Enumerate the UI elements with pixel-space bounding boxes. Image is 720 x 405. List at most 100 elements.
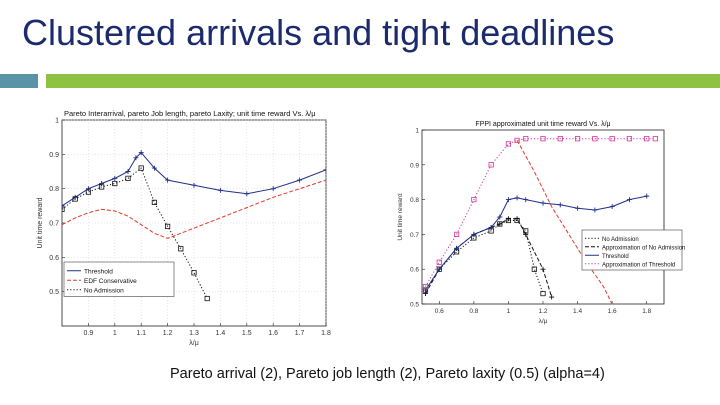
data-point xyxy=(125,169,131,174)
data-point xyxy=(505,141,512,147)
legend-label: Approximation of Threshold xyxy=(602,262,675,268)
data-point xyxy=(514,195,520,201)
data-point xyxy=(540,266,546,272)
data-point xyxy=(644,136,650,142)
series-group xyxy=(62,150,326,302)
x-tick-label: 0.8 xyxy=(469,308,478,315)
data-point xyxy=(436,266,442,272)
x-tick-label: 1 xyxy=(507,308,511,315)
y-tick-label: 0.6 xyxy=(410,267,419,274)
data-point xyxy=(497,214,503,220)
y-tick-label: 0.7 xyxy=(410,232,419,239)
x-tick-label: 1 xyxy=(113,330,117,337)
series-line xyxy=(425,195,647,291)
legend-label: Threshold xyxy=(84,268,113,275)
y-axis-label: Unit time reward xyxy=(37,197,44,248)
data-point xyxy=(133,155,139,161)
data-point xyxy=(471,231,477,237)
data-point xyxy=(151,165,157,171)
data-point xyxy=(165,177,171,183)
data-point xyxy=(505,216,511,222)
y-tick-label: 0.8 xyxy=(49,186,59,193)
y-tick-label: 1 xyxy=(415,128,419,135)
data-point xyxy=(652,136,658,142)
y-tick-label: 0.9 xyxy=(49,152,59,159)
data-point xyxy=(204,295,210,302)
data-point xyxy=(523,136,529,142)
data-point xyxy=(488,224,494,230)
data-point xyxy=(85,189,92,195)
x-tick-label: 1.1 xyxy=(136,330,146,337)
y-tick-label: 0.8 xyxy=(410,197,419,204)
data-point xyxy=(531,266,537,272)
data-point xyxy=(574,136,581,142)
data-point xyxy=(453,231,460,237)
slide-title: Clustered arrivals and tight deadlines xyxy=(22,12,615,53)
data-point xyxy=(270,186,276,192)
data-point xyxy=(191,270,197,276)
chart-right: 0.6 0.8 1 1.2 1.4 1.6 1.8 0.5 0.6 0.7 0.8 0.9 1 FPPI … xyxy=(397,121,685,325)
data-point xyxy=(540,290,546,297)
data-point xyxy=(540,200,546,206)
data-point xyxy=(575,205,581,211)
chart-left: 0.9 1 1.1 1.2 1.3 1.4 1.5 1.6 1.7 1.8 0.5 0.6 0.7 0.8… xyxy=(37,109,331,347)
data-point xyxy=(422,283,429,290)
x-axis-label: λ/μ xyxy=(539,318,548,325)
x-tick-label: 1.5 xyxy=(242,330,252,337)
plot-area xyxy=(421,129,665,305)
data-point xyxy=(125,175,131,181)
data-point xyxy=(514,216,520,222)
data-point xyxy=(138,150,144,156)
legend-box xyxy=(63,261,175,297)
data-point xyxy=(62,203,65,209)
data-point xyxy=(99,181,105,187)
y-tick-label: 0.6 xyxy=(49,255,59,262)
data-point xyxy=(609,136,615,142)
data-point xyxy=(609,204,615,210)
data-point xyxy=(323,167,326,173)
data-point xyxy=(244,191,250,197)
data-point xyxy=(592,207,598,213)
y-tick-label: 0.9 xyxy=(410,162,419,169)
legend-label: Threshold xyxy=(602,254,629,260)
x-axis-label: λ/μ xyxy=(189,340,198,347)
x-tick-label: 0.6 xyxy=(435,308,444,315)
data-point xyxy=(99,184,105,190)
x-tick-label: 1.3 xyxy=(189,330,199,337)
x-tick-label: 1.4 xyxy=(216,330,226,337)
data-point xyxy=(523,197,529,203)
series-line xyxy=(62,151,326,207)
data-point xyxy=(523,231,529,237)
accent-bar xyxy=(46,74,720,88)
data-point xyxy=(85,186,91,192)
y-axis-label: Unit time reward xyxy=(397,193,404,241)
data-point xyxy=(626,197,632,203)
chart-title: Pareto Interarrival, pareto Job length, … xyxy=(64,109,316,118)
data-point xyxy=(436,259,442,265)
data-point xyxy=(217,187,223,193)
series-group xyxy=(422,136,658,304)
y-tick-label: 0.5 xyxy=(49,289,59,296)
data-point xyxy=(505,197,511,203)
legend-label: EDF Conservative xyxy=(84,278,137,285)
data-point xyxy=(549,294,555,300)
data-point xyxy=(112,175,118,181)
data-point xyxy=(178,246,184,252)
data-point xyxy=(557,202,563,208)
x-tick-label: 1.8 xyxy=(642,308,651,315)
series-line xyxy=(425,138,656,287)
data-point xyxy=(297,177,303,183)
series-line xyxy=(62,179,326,239)
data-point xyxy=(112,180,118,187)
legend-label: No Admission xyxy=(602,237,639,243)
data-point xyxy=(62,206,65,212)
data-point xyxy=(151,199,157,205)
chart-title: FPPI approximated unit time reward Vs. λ… xyxy=(475,121,610,128)
x-tick-label: 1.4 xyxy=(573,308,582,315)
data-point xyxy=(164,223,171,230)
data-point xyxy=(488,162,494,168)
data-point xyxy=(138,165,144,171)
y-tick-label: 0.7 xyxy=(49,221,59,228)
data-point xyxy=(592,136,598,142)
data-point xyxy=(557,136,563,142)
